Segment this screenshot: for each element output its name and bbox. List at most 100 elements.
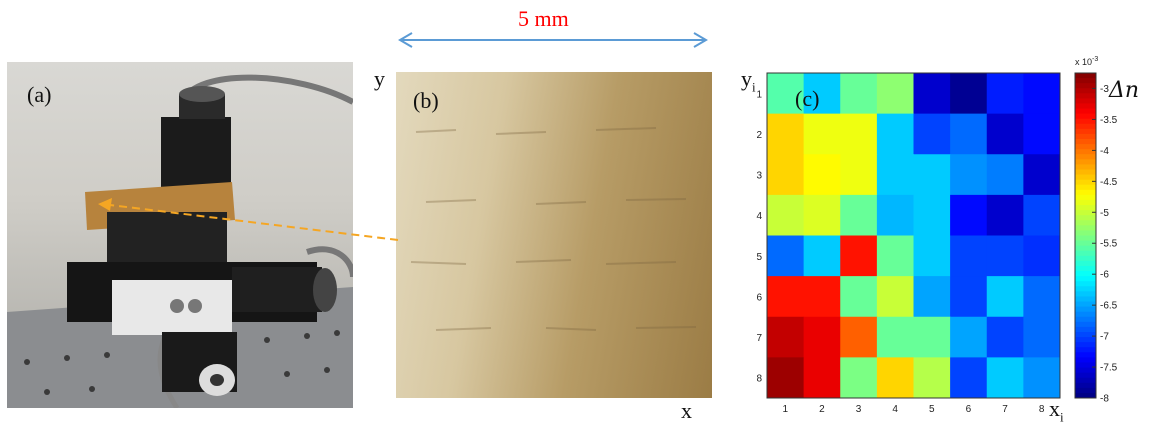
colorbar-segment [1075,347,1096,353]
colorbar-segment [1075,113,1096,120]
colorbar-segment [1075,352,1096,358]
heatmap-cell [840,276,878,318]
heatmap-cell [840,316,878,358]
colorbar-segment [1075,387,1096,394]
colorbar-tick-label: -5.5 [1100,239,1118,250]
heatmap-cell [1023,113,1061,155]
heatmap-cell [840,113,878,155]
colorbar-tick-label: -7 [1100,332,1109,343]
heatmap-cell [876,276,914,318]
colorbar-segment [1075,220,1096,226]
sample-surface-image [396,72,712,398]
stage-photo-drawing [7,74,353,408]
heatmap-x-tick: 4 [892,404,898,415]
heatmap-x-tick: 5 [929,404,935,415]
dashed-pointer-arrow [98,198,399,241]
heatmap-y-tick: 7 [756,333,762,344]
colorbar-segment [1075,164,1096,170]
heatmap-cell [876,316,914,358]
heatmap-x-tick: 2 [819,404,825,415]
heatmap-cell [950,357,988,399]
colorbar-segment [1075,331,1096,338]
colorbar-exponent-power: -3 [1092,56,1099,63]
heatmap-x-tick: 3 [856,404,862,415]
heatmap-cell [767,194,805,236]
colorbar-segment [1075,321,1096,328]
heatmap-cell [876,194,914,236]
colorbar-segment [1075,301,1096,308]
heatmap-x-tick: 1 [783,404,789,415]
colorbar-segment [1075,316,1096,323]
heatmap-y-tick: 1 [756,89,762,100]
heatmap-x-label-sub: i [1060,409,1064,425]
colorbar-segment [1075,250,1096,257]
colorbar-segment [1075,230,1096,236]
heatmap-cell [950,276,988,318]
heatmap-cell [986,276,1024,318]
colorbar-tick-label: -4.5 [1100,177,1118,188]
colorbar-segment [1075,179,1096,186]
colorbar-segment [1075,174,1096,181]
heatmap-cell [803,194,841,236]
heatmap-cell [986,235,1024,277]
scale-bar-arrow [398,32,708,48]
heatmap-cell [876,73,914,115]
colorbar-segment [1075,108,1096,115]
colorbar-segment [1075,159,1096,165]
heatmap-cell [803,73,841,115]
colorbar-segment [1075,133,1096,140]
colorbar-segment [1075,276,1096,282]
colorbar-segment [1075,210,1096,216]
colorbar-segment [1075,154,1096,160]
panel-c-label: (c) [795,86,820,111]
heatmap-cell [913,154,951,196]
heatmap-cell [986,154,1024,196]
heatmap-y-tick: 8 [756,374,762,385]
heatmap-cell [840,154,878,196]
colorbar-segment [1075,83,1096,89]
colorbar-exponent: x 10-3 [1075,56,1098,67]
colorbar-segment [1075,98,1096,104]
colorbar-segment [1075,103,1096,110]
heatmap-cell [840,194,878,236]
heatmap-y-tick: 5 [756,252,762,263]
heatmap-cell [876,113,914,155]
colorbar-tick-label: -6.5 [1100,301,1118,312]
heatmap-y-tick: 2 [756,130,762,141]
colorbar-segment [1075,382,1096,389]
colorbar-segment [1075,184,1096,191]
colorbar-segment [1075,149,1096,155]
colorbar-segment [1075,205,1096,211]
colorbar-segment [1075,215,1096,221]
heatmap-cell [803,235,841,277]
heatmap-cell [950,194,988,236]
colorbar-segment [1075,357,1096,363]
colorbar-segment [1075,362,1096,369]
colorbar-segment [1075,392,1096,399]
delta-n-heatmap: 1 2 3 4 5 6 7 8 1 2 3 4 5 6 7 8 -3 -3.5 -4 -4.5 -5 -5.5 -6 -6… [756,72,1118,415]
heatmap-cell [840,357,878,399]
colorbar-segment [1075,199,1096,206]
heatmap-cell [913,357,951,399]
heatmap-cell [767,235,805,277]
heatmap-cell [767,276,805,318]
colorbar-segment [1075,260,1096,267]
heatmap-cell [803,113,841,155]
colorbar-segment [1075,311,1096,318]
colorbar-segment [1075,73,1096,79]
heatmap-cell [1023,194,1061,236]
colorbar-segment [1075,189,1096,196]
colorbar-exponent-base: x 10 [1075,57,1093,67]
heatmap-cell [1023,235,1061,277]
stage-photo [7,62,353,408]
colorbar-segment [1075,128,1096,135]
heatmap-cell [950,235,988,277]
colorbar-segment [1075,118,1096,125]
heatmap-cell [767,357,805,399]
colorbar-segment [1075,194,1096,201]
heatmap-cell [1023,357,1061,399]
heatmap-cell [986,357,1024,399]
colorbar-segment [1075,123,1096,130]
sample-surface-texture [410,127,697,331]
colorbar-tick-label: -3.5 [1100,115,1118,126]
